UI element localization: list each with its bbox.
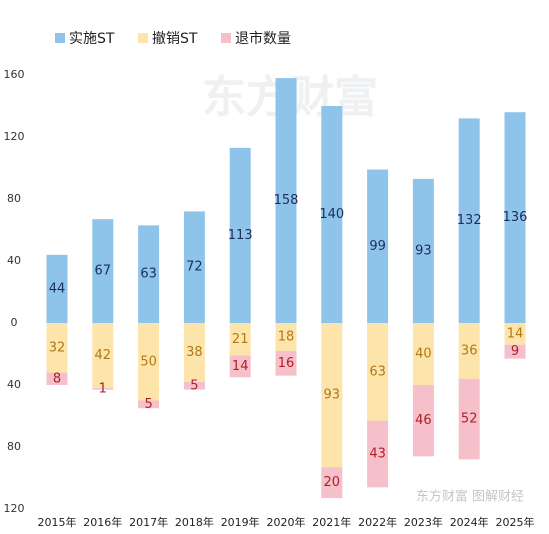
bar-segment (229, 355, 251, 378)
x-tick-label: 2020年 (267, 515, 306, 529)
y-tick-label: 160 (4, 68, 25, 81)
bar-segment (183, 381, 205, 390)
data-label: 93 (324, 388, 341, 403)
data-label: 40 (415, 347, 432, 362)
data-label: 43 (369, 446, 386, 461)
bar-segment (275, 323, 297, 351)
data-label: 93 (415, 243, 432, 258)
bar-segment (138, 225, 160, 323)
x-tick-label: 2022年 (358, 515, 397, 529)
x-tick-label: 2025年 (496, 515, 535, 529)
bar-segment (504, 112, 526, 323)
data-label: 42 (95, 348, 112, 363)
data-label: 140 (319, 207, 344, 222)
bar-segment (367, 323, 389, 421)
bar-segment (138, 400, 160, 409)
data-label: 52 (461, 412, 478, 427)
bar-segment (412, 323, 434, 385)
data-label: 113 (228, 228, 253, 243)
legend-swatch (221, 33, 231, 43)
data-label: 16 (278, 356, 295, 371)
data-label: 8 (53, 371, 61, 386)
y-tick-label: 40 (7, 254, 21, 267)
y-tick-label: 0 (11, 316, 18, 329)
bar-segment (46, 323, 68, 373)
data-label: 63 (369, 364, 386, 379)
data-label: 14 (507, 326, 524, 341)
data-label: 63 (140, 267, 157, 282)
bar-segment (412, 385, 434, 457)
x-tick-label: 2015年 (38, 515, 77, 529)
y-tick-label: 40 (7, 378, 21, 391)
data-label: 132 (457, 213, 482, 228)
legend-swatch (55, 33, 65, 43)
bar-segment (321, 323, 343, 468)
x-tick-label: 2023年 (404, 515, 443, 529)
credit: 东方财富 图解财经 (416, 489, 524, 505)
bar-segment (412, 178, 434, 323)
bar-segment (183, 211, 205, 323)
bar-segment (275, 350, 297, 376)
legend-swatch (138, 33, 148, 43)
data-label: 14 (232, 359, 249, 374)
bar-segment (321, 106, 343, 323)
data-label: 5 (144, 397, 152, 412)
data-label: 67 (95, 264, 112, 279)
data-label: 158 (274, 193, 299, 208)
bar-segment (367, 420, 389, 488)
data-label: 5 (190, 378, 198, 393)
data-label: 44 (49, 281, 66, 296)
legend-label: 退市数量 (235, 30, 291, 47)
data-label: 72 (186, 260, 203, 275)
x-tick-label: 2019年 (221, 515, 260, 529)
data-label: 99 (369, 239, 386, 254)
x-tick-label: 2018年 (175, 515, 214, 529)
bar-segment (458, 323, 480, 379)
x-tick-label: 2017年 (129, 515, 168, 529)
bar-segment (92, 323, 114, 389)
bar-segment (504, 344, 526, 359)
x-tick-label: 2016年 (83, 515, 122, 529)
data-label: 18 (278, 329, 295, 344)
data-label: 21 (232, 332, 249, 347)
bar-segment (321, 467, 343, 499)
bar-segment (504, 323, 526, 345)
legend-label: 撤销ST (152, 31, 198, 47)
data-label: 36 (461, 343, 478, 358)
data-label: 1 (99, 381, 107, 396)
data-label: 38 (186, 345, 203, 360)
bar-segment (138, 323, 160, 401)
bar-segment (46, 254, 68, 323)
data-label: 136 (503, 210, 528, 225)
bar-segment (46, 372, 68, 385)
data-label: 46 (415, 413, 432, 428)
bar-segment (229, 323, 251, 356)
legend-label: 实施ST (69, 31, 115, 47)
y-tick-label: 120 (4, 502, 25, 515)
bar-segment (367, 169, 389, 323)
bar-segment (92, 219, 114, 323)
y-tick-label: 120 (4, 130, 25, 143)
y-tick-label: 80 (7, 192, 21, 205)
x-tick-label: 2021年 (312, 515, 351, 529)
bar-segment (458, 118, 480, 324)
data-label: 32 (49, 340, 66, 355)
bar-segment (92, 388, 114, 390)
bar-segment (275, 78, 297, 323)
bar-segment (458, 378, 480, 460)
data-label: 9 (511, 344, 519, 359)
data-label: 20 (324, 475, 341, 490)
y-tick-label: 80 (7, 440, 21, 453)
bar-segment (229, 147, 251, 323)
data-label: 50 (140, 354, 157, 369)
bar-segment (183, 323, 205, 382)
x-tick-label: 2024年 (450, 515, 489, 529)
